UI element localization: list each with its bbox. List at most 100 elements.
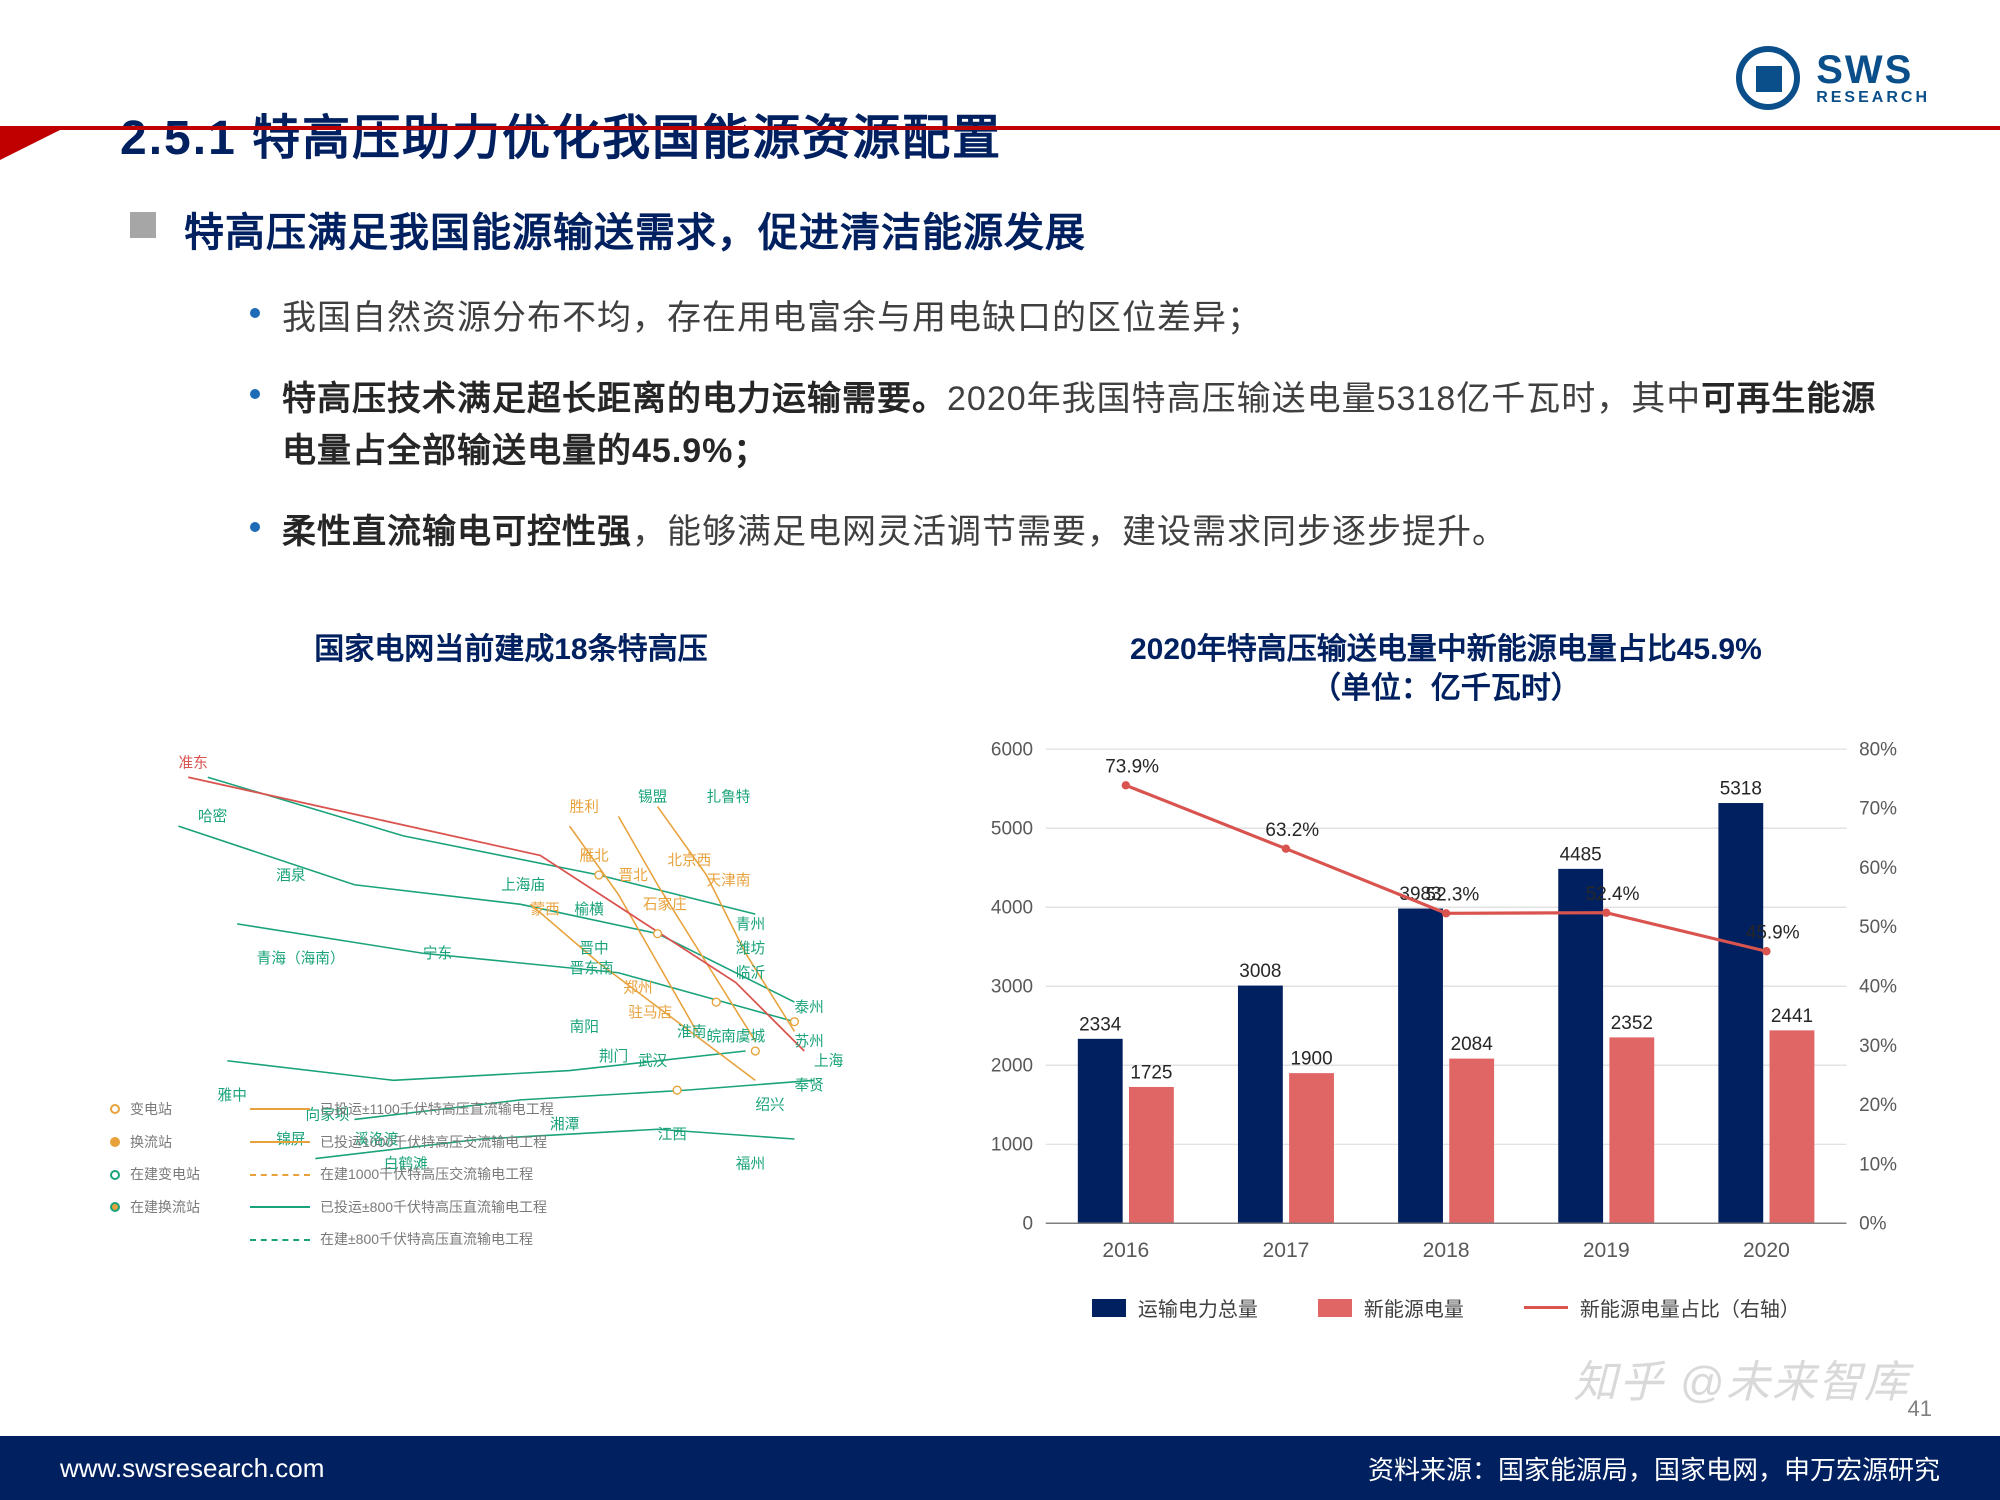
bar-chart-title: 2020年特高压输送电量中新能源电量占比45.9% （单位：亿千瓦时） <box>972 630 1920 708</box>
legend-item: 新能源电量占比（右轴） <box>1524 1293 1800 1322</box>
footer-url: www.swsresearch.com <box>60 1453 324 1484</box>
svg-text:1000: 1000 <box>991 1135 1033 1156</box>
svg-text:淮南: 淮南 <box>677 1023 706 1040</box>
svg-text:江西: 江西 <box>658 1126 687 1143</box>
legend-label: 在建1000千伏特高压交流输电工程 <box>320 1161 533 1188</box>
svg-text:70%: 70% <box>1859 799 1897 820</box>
logo-main: SWS <box>1816 50 1930 90</box>
svg-text:潍坊: 潍坊 <box>736 940 766 957</box>
svg-text:2020: 2020 <box>1743 1239 1790 1262</box>
svg-text:2019: 2019 <box>1583 1239 1630 1262</box>
bullet-text: 特高压技术满足超长距离的电力运输需要。2020年我国特高压输送电量5318亿千瓦… <box>282 373 1890 478</box>
title-band: 2.5.1 特高压助力优化我国能源资源配置 <box>0 48 2000 128</box>
logo-icon <box>1736 46 1800 110</box>
svg-text:青海（海南）: 青海（海南） <box>257 950 345 967</box>
title-triangle <box>0 130 60 160</box>
svg-text:北京西: 北京西 <box>667 852 711 869</box>
svg-text:2017: 2017 <box>1262 1239 1309 1262</box>
legend-label: 在建变电站 <box>130 1161 200 1188</box>
svg-text:天津南: 天津南 <box>706 872 750 889</box>
legend-label: 运输电力总量 <box>1138 1293 1258 1322</box>
bar-chart-svg: 01000200030004000500060000%10%20%30%40%5… <box>972 722 1920 1282</box>
text-span: 2020年我国特高压输送电量5318亿千瓦时，其中 <box>947 380 1701 418</box>
swatch-icon <box>1318 1299 1352 1317</box>
svg-text:2334: 2334 <box>1079 1014 1121 1035</box>
svg-text:3008: 3008 <box>1239 961 1281 982</box>
svg-text:2352: 2352 <box>1611 1013 1653 1034</box>
line-icon <box>1524 1306 1568 1309</box>
svg-text:40%: 40% <box>1859 977 1897 998</box>
title-line: （单位：亿千瓦时） <box>1311 672 1581 705</box>
svg-text:5000: 5000 <box>991 818 1033 839</box>
legend-label: 已投运±800千伏特高压直流输电工程 <box>320 1194 547 1221</box>
svg-text:上海庙: 上海庙 <box>501 877 545 894</box>
content: 特高压满足我国能源输送需求，促进清洁能源发展 我国自然资源分布不均，存在用电富余… <box>130 200 1890 587</box>
bold-span: 特高压技术满足超长距离的电力运输需要。 <box>282 380 947 418</box>
svg-text:郑州: 郑州 <box>623 979 652 996</box>
svg-text:2018: 2018 <box>1422 1239 1469 1262</box>
svg-text:蒙西: 蒙西 <box>530 901 559 918</box>
footer-bar: www.swsresearch.com 资料来源：国家能源局，国家电网，申万宏源… <box>0 1436 2000 1500</box>
svg-text:荆门: 荆门 <box>599 1048 628 1065</box>
swatch-icon <box>1092 1299 1126 1317</box>
section-header: 特高压满足我国能源输送需求，促进清洁能源发展 <box>130 200 1890 258</box>
svg-text:晋中: 晋中 <box>579 940 608 957</box>
list-item: 我国自然资源分布不均，存在用电富余与用电缺口的区位差异； <box>250 292 1890 345</box>
map-title: 国家电网当前建成18条特高压 <box>110 630 912 669</box>
title-underline <box>0 126 2000 130</box>
logo: SWS RESEARCH <box>1736 46 1930 110</box>
bullet-text: 我国自然资源分布不均，存在用电富余与用电缺口的区位差异； <box>282 292 1262 345</box>
svg-text:福州: 福州 <box>736 1155 765 1172</box>
svg-text:绍兴: 绍兴 <box>755 1097 784 1114</box>
svg-text:皖南: 皖南 <box>706 1028 735 1045</box>
legend-label: 新能源电量 <box>1364 1293 1464 1322</box>
svg-text:4485: 4485 <box>1559 844 1601 865</box>
watermark: 知乎 @未来智库 <box>1573 1346 1910 1410</box>
svg-text:20%: 20% <box>1859 1095 1897 1116</box>
svg-text:2016: 2016 <box>1102 1239 1149 1262</box>
svg-text:6000: 6000 <box>991 739 1033 760</box>
bar-chart-legend: 运输电力总量 新能源电量 新能源电量占比（右轴） <box>972 1293 1920 1322</box>
svg-text:雁北: 雁北 <box>579 847 609 864</box>
svg-text:湘潭: 湘潭 <box>550 1116 579 1133</box>
map-diagram: 准东 哈密 酒泉 青海（海南） 雅中 宁东 胜利 锡盟 扎鲁特 上海庙 蒙西 雁… <box>110 683 912 1243</box>
footer-source: 资料来源：国家能源局，国家电网，申万宏源研究 <box>1368 1450 1940 1487</box>
svg-text:4000: 4000 <box>991 898 1033 919</box>
bullet-list: 我国自然资源分布不均，存在用电富余与用电缺口的区位差异； 特高压技术满足超长距离… <box>250 292 1890 559</box>
map-panel: 国家电网当前建成18条特高压 <box>100 630 942 1380</box>
svg-text:锡盟: 锡盟 <box>638 789 667 806</box>
square-bullet-icon <box>130 212 156 238</box>
svg-text:80%: 80% <box>1859 739 1897 760</box>
legend-label: 已投运1000千伏特高压交流输电工程 <box>320 1129 547 1156</box>
svg-text:临沂: 临沂 <box>736 965 766 982</box>
svg-text:虞城: 虞城 <box>736 1028 766 1045</box>
map-legend: 变电站 已投运±1100千伏特高压直流输电工程 换流站 已投运1000千伏特高压… <box>110 1096 554 1253</box>
page-title: 2.5.1 特高压助力优化我国能源资源配置 <box>120 98 1002 168</box>
svg-text:酒泉: 酒泉 <box>276 867 306 884</box>
svg-text:2441: 2441 <box>1771 1006 1813 1027</box>
svg-text:奉贤: 奉贤 <box>794 1077 824 1094</box>
legend-label: 换流站 <box>130 1129 172 1156</box>
svg-text:晋北: 晋北 <box>618 867 648 884</box>
slide: 2.5.1 特高压助力优化我国能源资源配置 SWS RESEARCH 特高压满足… <box>0 0 2000 1500</box>
svg-text:50%: 50% <box>1859 917 1897 938</box>
svg-text:3000: 3000 <box>991 977 1033 998</box>
svg-text:石家庄: 石家庄 <box>643 895 687 913</box>
svg-text:73.9%: 73.9% <box>1105 757 1159 778</box>
svg-text:52.4%: 52.4% <box>1585 884 1639 905</box>
svg-text:1725: 1725 <box>1130 1063 1172 1084</box>
logo-sub: RESEARCH <box>1816 90 1930 106</box>
svg-text:胜利: 胜利 <box>570 798 599 815</box>
svg-text:准东: 准东 <box>178 754 207 771</box>
bullet-text: 柔性直流输电可控性强，能够满足电网灵活调节需要，建设需求同步逐步提升。 <box>282 506 1507 559</box>
svg-text:63.2%: 63.2% <box>1265 820 1319 841</box>
title-line: 2020年特高压输送电量中新能源电量占比45.9% <box>1130 633 1762 666</box>
svg-text:10%: 10% <box>1859 1154 1897 1175</box>
text-span: ，能够满足电网灵活调节需要，建设需求同步逐步提升。 <box>632 513 1507 551</box>
svg-text:南阳: 南阳 <box>570 1018 599 1035</box>
legend-item: 新能源电量 <box>1318 1293 1464 1322</box>
legend-item: 运输电力总量 <box>1092 1293 1258 1322</box>
page-number: 41 <box>1908 1396 1932 1422</box>
svg-text:0: 0 <box>1022 1214 1033 1235</box>
svg-text:45.9%: 45.9% <box>1746 923 1800 944</box>
